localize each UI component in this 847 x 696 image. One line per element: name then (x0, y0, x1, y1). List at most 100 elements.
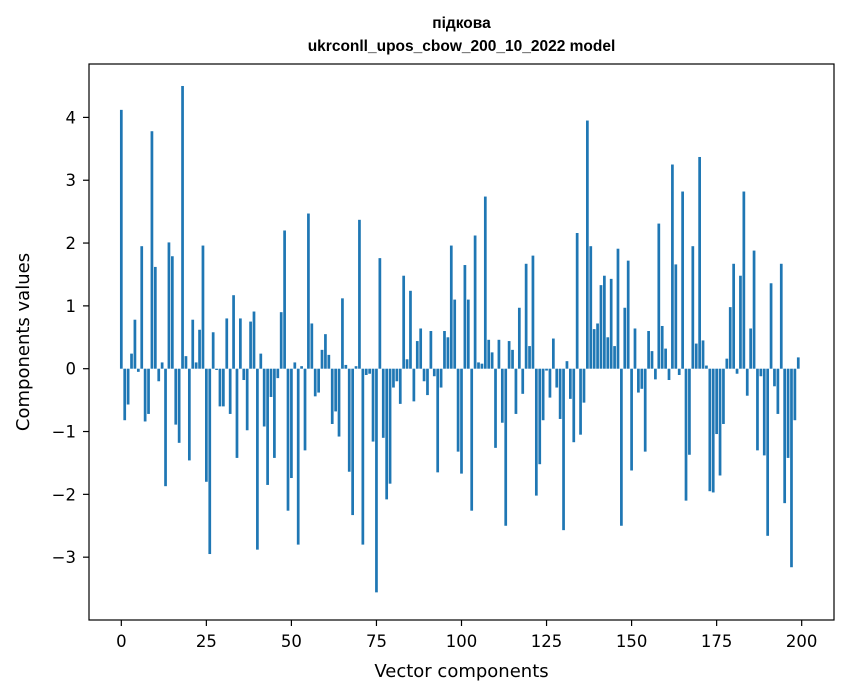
bar-44 (269, 368, 273, 397)
bar-90 (426, 368, 429, 396)
bar-27 (211, 332, 215, 369)
bar-106 (480, 363, 484, 369)
bar-82 (398, 368, 402, 404)
bar-176 (718, 368, 722, 476)
bar-190 (766, 368, 770, 536)
bar-193 (776, 368, 780, 414)
bar-26 (208, 368, 212, 555)
bar-179 (728, 307, 732, 369)
bar-81 (395, 368, 399, 382)
bar-4 (133, 319, 137, 369)
bar-23 (198, 329, 201, 369)
bar-161 (667, 368, 671, 381)
bar-99 (456, 368, 460, 452)
y-tick-label: 2 (66, 234, 77, 253)
bar-107 (483, 196, 487, 369)
bar-85 (409, 290, 412, 369)
bar-77 (381, 368, 385, 438)
bar-134 (575, 233, 579, 369)
bar-139 (592, 329, 596, 369)
bar-162 (671, 164, 674, 369)
bar-25 (205, 368, 208, 482)
bar-174 (711, 368, 715, 493)
bar-163 (674, 264, 678, 369)
bar-28 (215, 368, 218, 370)
bar-0 (119, 109, 123, 369)
bar-166 (684, 368, 688, 501)
y-tick-label: 1 (66, 297, 77, 316)
bar-62 (330, 368, 334, 424)
bar-105 (477, 362, 480, 369)
bar-10 (153, 266, 157, 369)
bar-157 (654, 368, 657, 380)
bar-123 (538, 368, 542, 465)
bar-100 (460, 368, 463, 474)
bar-127 (551, 338, 555, 369)
bar-164 (677, 368, 681, 375)
bar-172 (705, 365, 708, 369)
bar-78 (385, 368, 389, 500)
bar-95 (443, 331, 446, 369)
bar-96 (446, 337, 450, 369)
bar-156 (650, 351, 654, 369)
bar-187 (756, 368, 759, 451)
bar-192 (773, 368, 776, 387)
bar-19 (184, 356, 188, 369)
chart-title: підкова (432, 15, 491, 32)
bar-29 (218, 368, 222, 407)
bar-109 (490, 352, 494, 369)
bar-89 (422, 368, 426, 382)
bar-124 (541, 368, 545, 421)
bar-143 (606, 337, 610, 369)
bar-191 (769, 283, 773, 369)
bar-71 (361, 368, 365, 545)
x-tick-label: 25 (196, 632, 217, 651)
bar-197 (790, 368, 793, 568)
bar-52 (296, 368, 300, 545)
bar-6 (140, 246, 144, 369)
bar-21 (191, 319, 195, 369)
bar-72 (364, 368, 368, 375)
bar-74 (371, 368, 375, 442)
bar-20 (187, 368, 191, 461)
bar-101 (463, 265, 467, 369)
x-tick-label: 50 (281, 632, 302, 651)
bar-61 (327, 354, 331, 369)
bar-147 (620, 368, 623, 526)
bar-118 (521, 368, 525, 394)
bar-171 (701, 340, 705, 369)
bar-48 (283, 230, 286, 369)
y-tick-label: −1 (52, 423, 76, 442)
bar-110 (494, 368, 497, 448)
bar-16 (174, 368, 178, 425)
bar-119 (524, 263, 528, 369)
bar-181 (735, 368, 739, 374)
bar-65 (341, 298, 344, 369)
bar-196 (786, 368, 790, 458)
bar-184 (745, 368, 749, 396)
bar-152 (637, 368, 640, 393)
x-axis-label: Vector components (374, 661, 548, 682)
bar-149 (626, 260, 630, 369)
bar-22 (194, 362, 198, 369)
bar-57 (313, 368, 317, 397)
bar-170 (698, 156, 701, 369)
bar-128 (555, 368, 559, 388)
bar-7 (143, 368, 147, 422)
bar-13 (164, 368, 167, 487)
bar-175 (715, 368, 718, 435)
bar-141 (599, 285, 603, 369)
bar-177 (722, 368, 725, 424)
bar-115 (511, 349, 514, 369)
y-tick-label: 3 (66, 171, 77, 190)
bar-59 (320, 349, 324, 369)
bar-154 (643, 368, 647, 452)
bar-36 (242, 368, 246, 381)
bar-1 (123, 368, 127, 421)
bar-116 (514, 368, 518, 414)
bar-32 (228, 368, 232, 414)
bar-80 (392, 368, 395, 388)
bar-111 (497, 339, 501, 369)
